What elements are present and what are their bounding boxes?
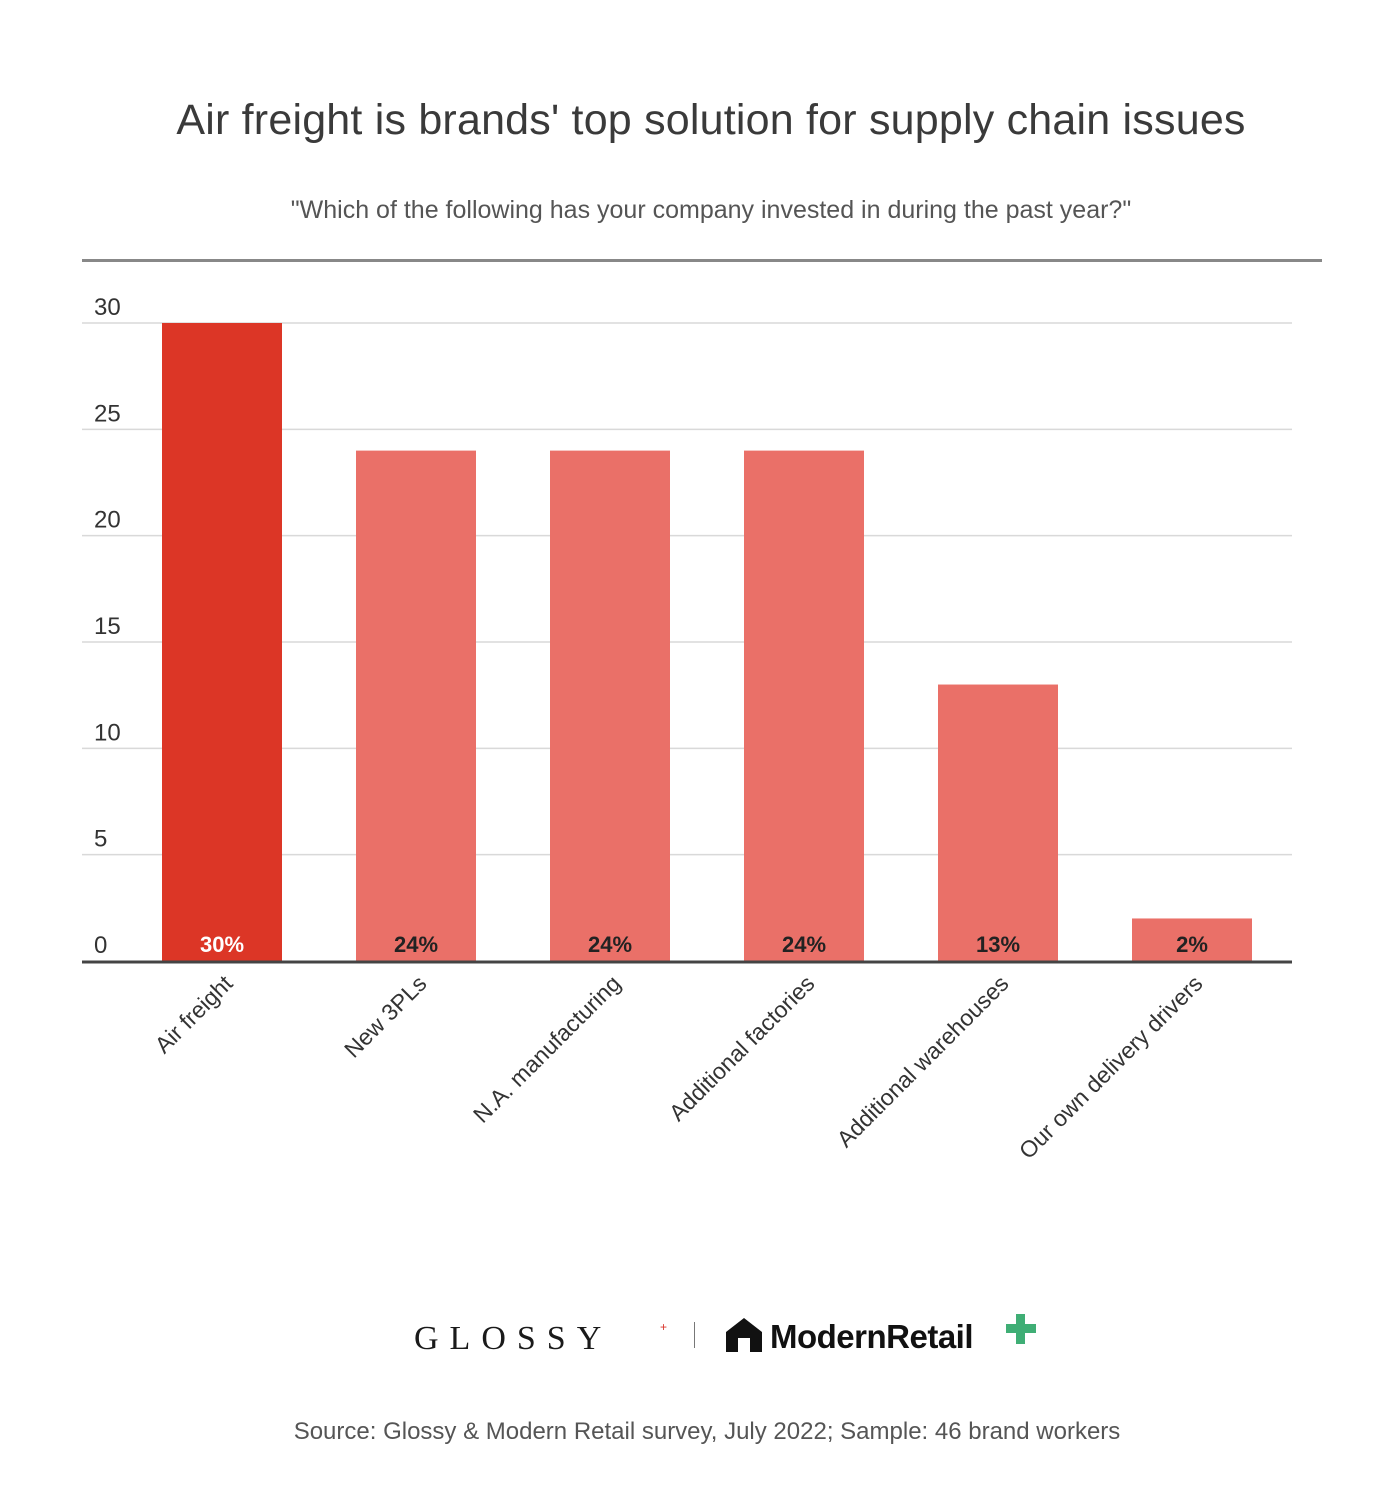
- data-labels: 30% 24% 24% 24% 13% 2%: [200, 932, 1208, 957]
- y-tick-label: 0: [94, 932, 107, 959]
- y-tick-label: 25: [94, 400, 121, 427]
- x-tick-label: Our own delivery drivers: [1014, 970, 1208, 1164]
- y-tick-label: 5: [94, 826, 107, 853]
- bar-chart: 0 5 10 15 20 25 30 30% 24% 24% 24% 13% 2% Air freig…: [82, 294, 1292, 1164]
- modern-retail-logo: ModernRetail: [770, 1318, 974, 1355]
- footer-logos: GLOSSY + ModernRetail: [0, 1312, 1388, 1362]
- x-tick-label: New 3PLs: [339, 970, 432, 1063]
- grid-lines: [82, 322, 1292, 856]
- bar-n-a-manufacturing: [550, 450, 670, 961]
- bars: [162, 323, 1252, 961]
- x-tick-label: Air freight: [150, 970, 238, 1058]
- x-tick-label: Additional warehouses: [831, 970, 1013, 1152]
- chart-subtitle: "Which of the following has your company…: [290, 196, 1132, 224]
- data-label: 30%: [200, 932, 244, 957]
- glossy-logo: GLOSSY: [414, 1320, 613, 1357]
- bar-new-3pls: [356, 450, 476, 961]
- data-label: 24%: [588, 932, 632, 957]
- modern-retail-house-icon: [726, 1318, 762, 1352]
- glossy-plus-mark: +: [660, 1320, 668, 1334]
- y-tick-label: 10: [94, 719, 121, 746]
- bar-additional-warehouses: [938, 684, 1058, 961]
- data-label: 24%: [394, 932, 438, 957]
- data-label: 2%: [1176, 932, 1208, 957]
- bar-our-own-delivery-drivers: [1132, 918, 1252, 961]
- modern-retail-plus-icon: [1006, 1314, 1036, 1344]
- chart-title: Air freight is brands' top solution for …: [176, 96, 1246, 144]
- x-tick-label: Additional factories: [664, 970, 820, 1126]
- x-tick-label: N.A. manufacturing: [468, 970, 626, 1128]
- y-tick-label: 30: [94, 294, 121, 321]
- data-label: 13%: [976, 932, 1020, 957]
- top-rule: [82, 259, 1322, 262]
- x-axis-ticks: Air freight New 3PLs N.A. manufacturing Add…: [150, 970, 1208, 1164]
- bar-air-freight: [162, 323, 282, 961]
- y-tick-label: 15: [94, 613, 121, 640]
- y-tick-label: 20: [94, 507, 121, 534]
- data-label: 24%: [782, 932, 826, 957]
- source-note: Source: Glossy & Modern Retail survey, J…: [293, 1418, 1121, 1445]
- logo-divider: [694, 1322, 695, 1348]
- bar-additional-factories: [744, 450, 864, 961]
- y-axis-ticks: 0 5 10 15 20 25 30: [94, 294, 121, 959]
